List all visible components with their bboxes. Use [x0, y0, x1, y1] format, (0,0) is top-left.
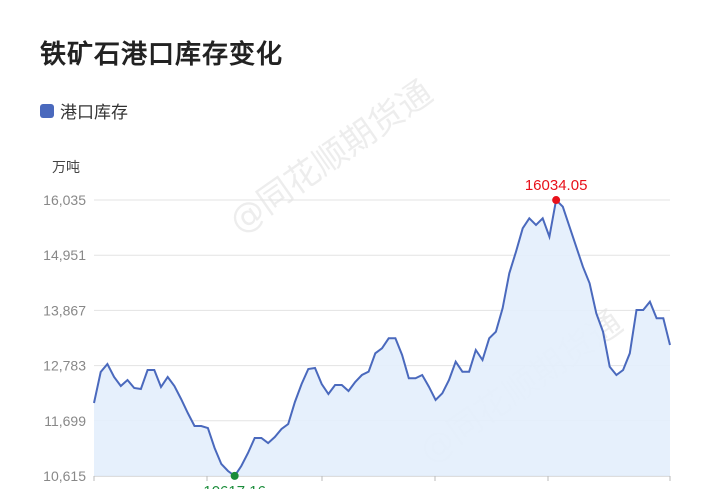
- y-tick-label: 12,783: [43, 358, 86, 374]
- min-label: 10617.16: [203, 483, 266, 489]
- y-axis-unit: 万吨: [52, 160, 80, 176]
- y-tick-label: 16,035: [43, 192, 86, 208]
- legend-swatch: [40, 103, 54, 118]
- max-point: [552, 196, 561, 205]
- series-line: [93, 197, 671, 478]
- legend-label: 港口库存: [60, 103, 128, 123]
- chart-title: 铁矿石港口库存变化: [40, 40, 284, 70]
- series-area: [94, 200, 670, 476]
- min-point: [230, 471, 239, 480]
- y-tick-label: 11,699: [44, 413, 86, 429]
- y-tick-label: 13,867: [43, 302, 86, 318]
- y-tick-label: 14,951: [43, 247, 86, 263]
- legend[interactable]: 港口库存: [40, 98, 128, 123]
- y-tick-label: 10,615: [43, 468, 86, 484]
- max-label: 16034.05: [525, 177, 588, 194]
